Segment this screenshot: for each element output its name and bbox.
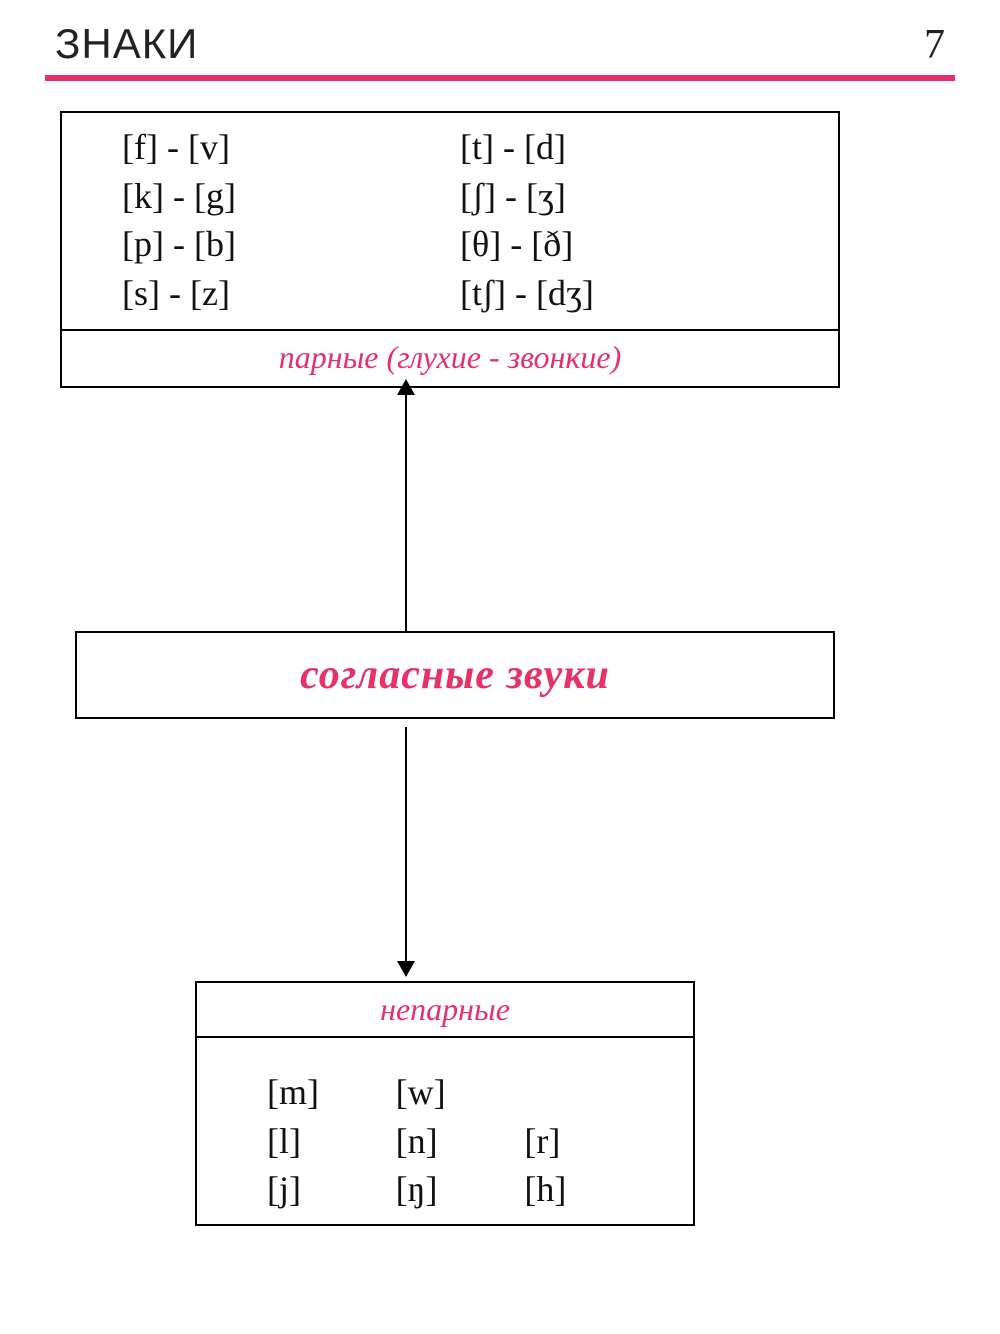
- consonants-diagram: [f] - [v] [k] - [g] [p] - [b] [s] - [z] …: [45, 111, 955, 1311]
- sound: [w]: [396, 1068, 525, 1117]
- sound: [524, 1068, 653, 1117]
- pair-row: [θ] - [ð]: [460, 220, 798, 269]
- pair-row: [t] - [d]: [460, 123, 798, 172]
- sound: [h]: [524, 1165, 653, 1214]
- pair-row: [ʃ] - [ʒ]: [460, 172, 798, 221]
- sound: [n]: [396, 1117, 525, 1166]
- pair-row: [tʃ] - [dʒ]: [460, 269, 798, 318]
- sound: [r]: [524, 1117, 653, 1166]
- sound: [j]: [267, 1165, 396, 1214]
- unpaired-col1: [m] [l] [j]: [267, 1068, 396, 1214]
- sound: [l]: [267, 1117, 396, 1166]
- sound: [ŋ]: [396, 1165, 525, 1214]
- unpaired-content: [m] [l] [j] [w] [n] [ŋ] [r] [h]: [197, 1038, 693, 1224]
- pair-row: [s] - [z]: [122, 269, 460, 318]
- unpaired-label: непарные: [197, 983, 693, 1038]
- unpaired-col3: [r] [h]: [524, 1068, 653, 1214]
- pair-row: [f] - [v]: [122, 123, 460, 172]
- arrow-up-icon: [405, 381, 407, 631]
- header-title: ЗНАКИ: [55, 20, 198, 68]
- paired-label: парные (глухие - звонкие): [62, 329, 838, 386]
- page-header: ЗНАКИ 7: [45, 20, 955, 75]
- unpaired-box: непарные [m] [l] [j] [w] [n] [ŋ] [r] [h]: [195, 981, 695, 1226]
- header-rule: [45, 75, 955, 81]
- paired-left-column: [f] - [v] [k] - [g] [p] - [b] [s] - [z]: [122, 123, 460, 317]
- paired-box: [f] - [v] [k] - [g] [p] - [b] [s] - [z] …: [60, 111, 840, 388]
- pair-row: [p] - [b]: [122, 220, 460, 269]
- paired-right-column: [t] - [d] [ʃ] - [ʒ] [θ] - [ð] [tʃ] - [dʒ…: [460, 123, 798, 317]
- page: ЗНАКИ 7 [f] - [v] [k] - [g] [p] - [b] [s…: [0, 0, 1000, 1334]
- sound: [m]: [267, 1068, 396, 1117]
- unpaired-col2: [w] [n] [ŋ]: [396, 1068, 525, 1214]
- paired-content: [f] - [v] [k] - [g] [p] - [b] [s] - [z] …: [62, 113, 838, 329]
- page-number: 7: [924, 21, 945, 69]
- arrow-down-icon: [405, 727, 407, 975]
- central-box: согласные звуки: [75, 631, 835, 719]
- pair-row: [k] - [g]: [122, 172, 460, 221]
